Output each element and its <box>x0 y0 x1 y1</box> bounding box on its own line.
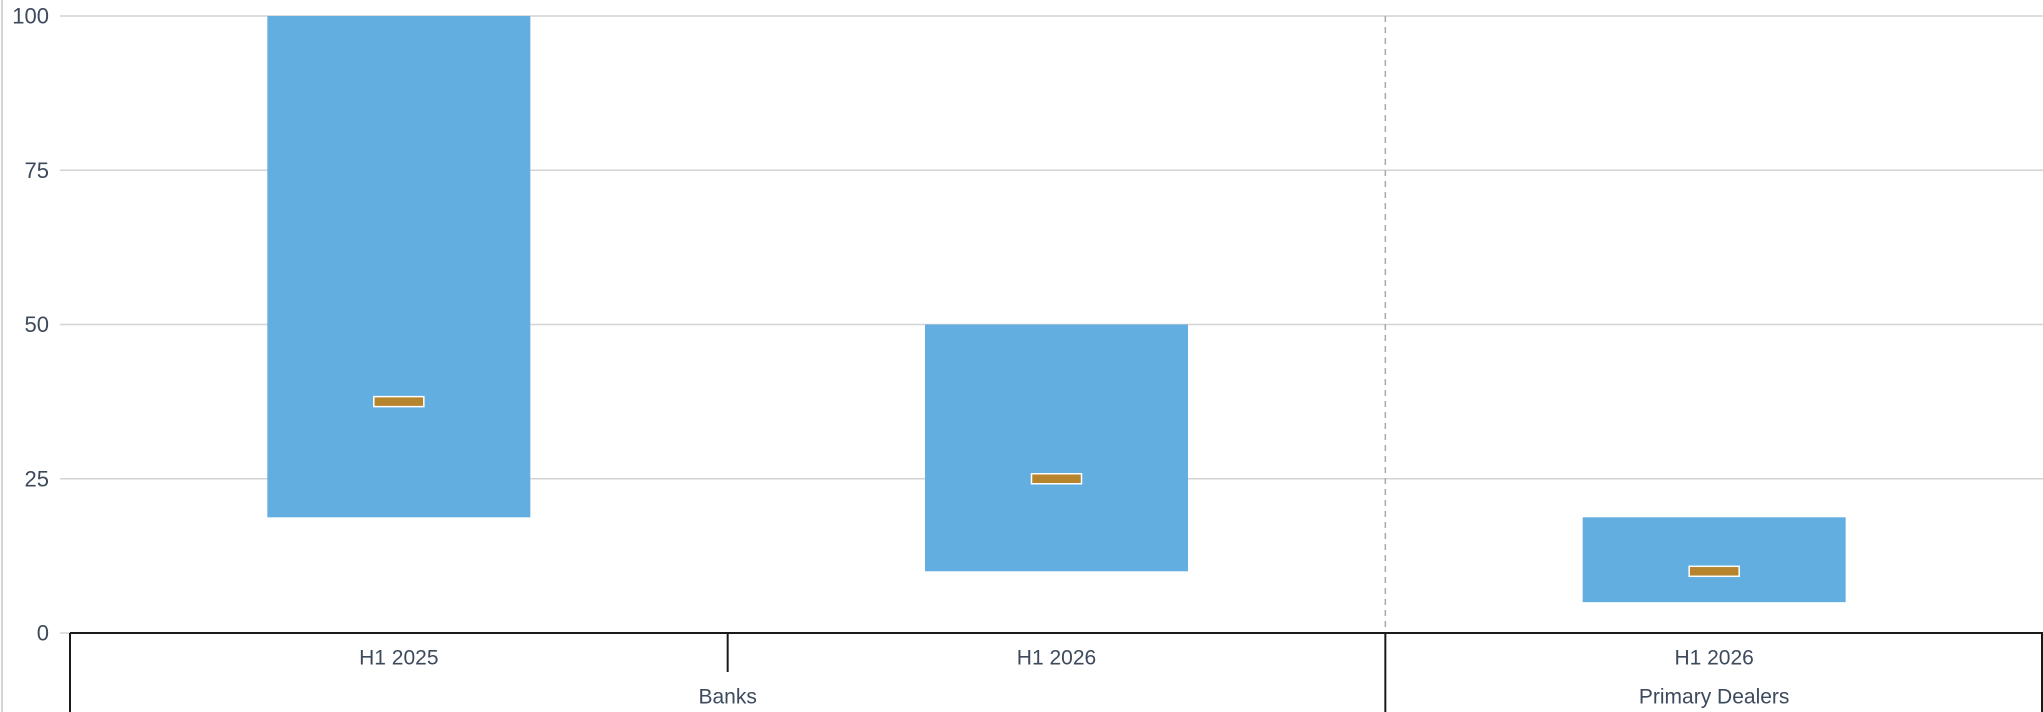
median-markers <box>373 395 1740 578</box>
range-bar <box>1582 517 1846 603</box>
y-tick-label: 25 <box>25 466 49 491</box>
y-tick-label: 0 <box>37 621 49 646</box>
range-bars <box>267 16 1846 603</box>
x-category-label: H1 2026 <box>1017 647 1096 670</box>
median-marker <box>1688 565 1740 578</box>
x-category-label: H1 2025 <box>359 647 438 670</box>
y-tick-label: 100 <box>12 4 49 29</box>
median-marker <box>1030 473 1083 485</box>
x-axis-labels: H1 2025 H1 2026 Banks H1 2026 Primary Dealer… <box>359 647 1789 709</box>
y-tick-label: 75 <box>25 158 49 183</box>
x-group-label: Primary Dealers <box>1639 686 1790 709</box>
y-axis: 0 25 50 75 100 <box>12 4 70 646</box>
x-category-label: H1 2026 <box>1674 647 1753 670</box>
x-axis <box>69 632 2043 712</box>
range-bar <box>925 324 1188 572</box>
y-tick-label: 50 <box>25 312 49 337</box>
range-bar <box>267 16 531 518</box>
x-group-label: Banks <box>698 686 756 709</box>
median-marker <box>373 395 425 408</box>
